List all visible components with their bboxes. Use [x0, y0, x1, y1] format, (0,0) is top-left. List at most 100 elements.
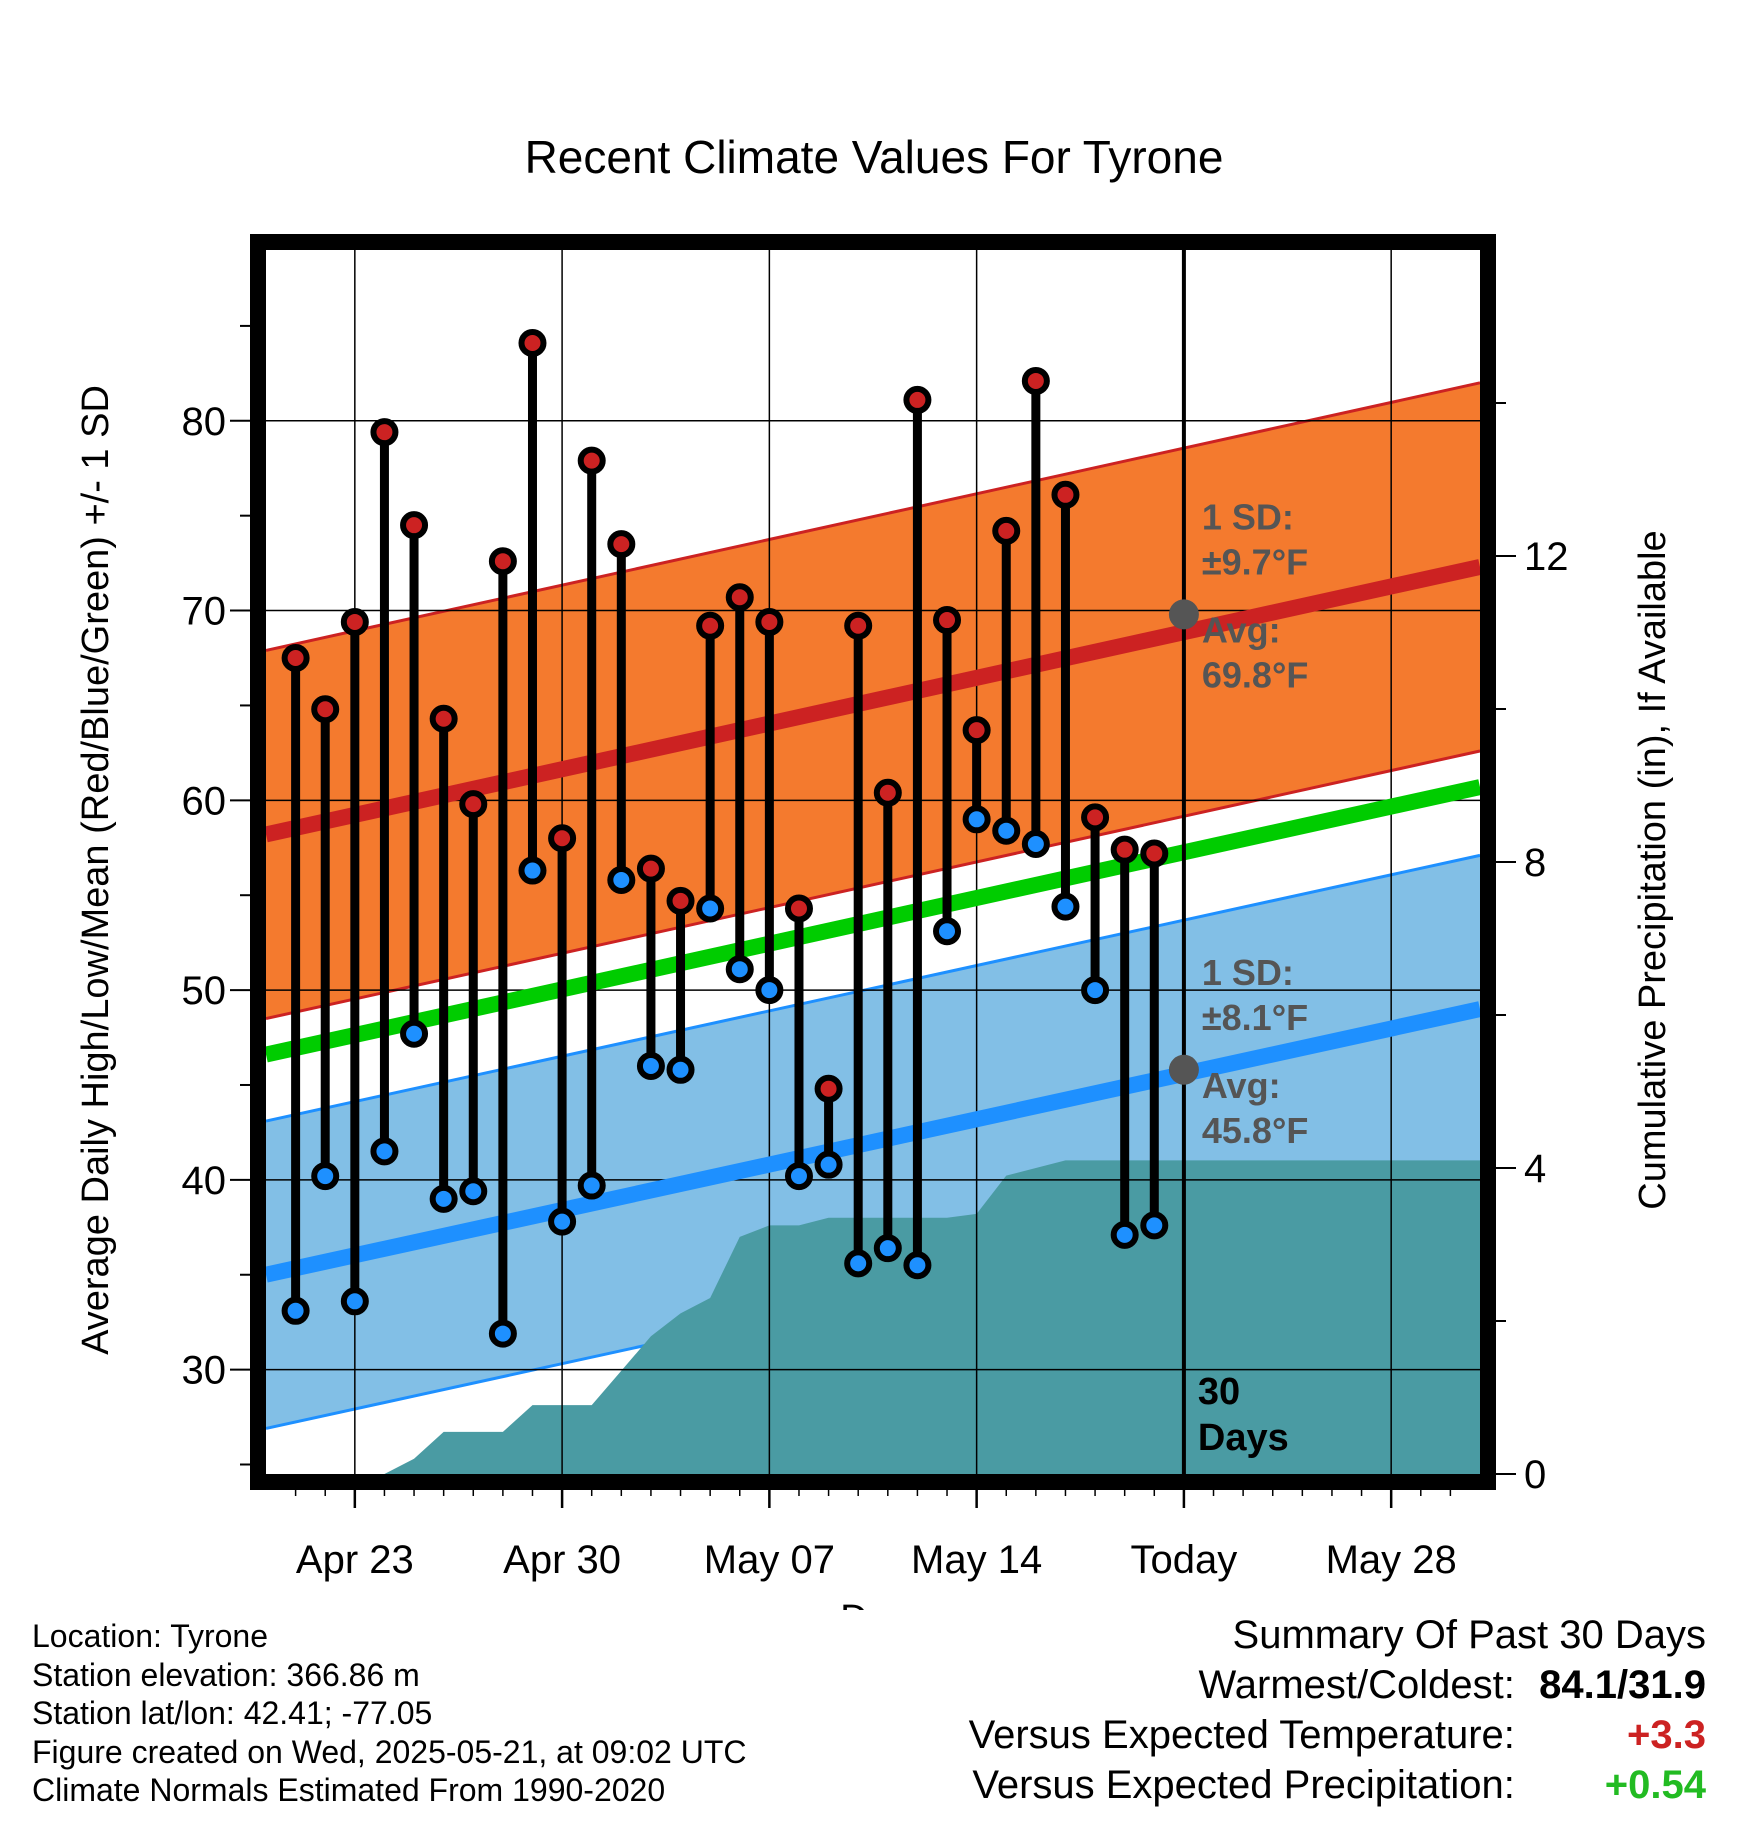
daily-low-point — [548, 1207, 577, 1236]
daily-high-point — [488, 547, 517, 576]
warm-cold-value: 84.1/31.9 — [1539, 1663, 1706, 1707]
daily-low-point — [607, 866, 636, 895]
daily-high-point — [696, 611, 725, 640]
daily-range-stems — [291, 342, 1159, 1334]
high-sd-label: 1 SD: — [1202, 496, 1294, 537]
daily-high-point — [636, 854, 665, 883]
daily-low-point — [933, 917, 962, 946]
low-avg-value: 45.8°F — [1202, 1110, 1308, 1151]
daily-high-point — [873, 778, 902, 807]
daily-high-point — [903, 385, 932, 414]
daily-low-point — [577, 1171, 606, 1200]
x-tick-label: May 14 — [911, 1538, 1042, 1582]
daily-high-point — [400, 511, 429, 540]
chart-title: Recent Climate Values For Tyrone — [525, 131, 1224, 183]
y-axis-label: Average Daily High/Low/Mean (Red/Blue/Gr… — [75, 385, 117, 1355]
daily-high-point — [725, 583, 754, 612]
normal-mean-line — [264, 779, 1482, 1063]
daily-high-point — [548, 824, 577, 853]
daily-high-point — [1110, 835, 1139, 864]
daily-high-point — [370, 418, 399, 447]
summary-temp: Versus Expected Temperature: +3.3 — [969, 1710, 1706, 1760]
elevation-text: Station elevation: 366.86 m — [32, 1656, 420, 1693]
x-tick-label: Today — [1131, 1538, 1238, 1582]
summary-precip: Versus Expected Precipitation: +0.54 — [969, 1760, 1706, 1810]
high-avg-marker — [1168, 599, 1199, 630]
low-sd-value: ±8.1°F — [1202, 997, 1308, 1038]
y2-tick-label: 12 — [1524, 535, 1569, 579]
high-sd-value: ±9.7°F — [1202, 541, 1308, 582]
plot-frame — [250, 234, 1496, 1490]
daily-high-point — [933, 606, 962, 635]
daily-low-point — [992, 816, 1021, 845]
station-info: Location: Tyrone Station elevation: 366.… — [32, 1617, 746, 1810]
daily-low-point — [311, 1162, 340, 1191]
summary-warm-cold: Warmest/Coldest: 84.1/31.9 — [969, 1660, 1707, 1710]
summary-panel: Summary Of Past 30 Days Warmest/Coldest:… — [969, 1610, 1706, 1810]
daily-high-point — [459, 790, 488, 819]
daily-low-point — [1140, 1211, 1169, 1240]
low-avg-marker — [1168, 1054, 1199, 1085]
daily-low-point — [755, 976, 784, 1005]
y-tick-label: 30 — [182, 1349, 227, 1393]
daily-low-point — [636, 1052, 665, 1080]
today-label-days-word: Days — [1198, 1417, 1289, 1459]
low-sd-band-upper-edge — [265, 853, 1481, 1123]
normal-high-line — [264, 559, 1482, 843]
summary-heading: Summary Of Past 30 Days — [1232, 1613, 1706, 1657]
daily-high-point — [1140, 839, 1169, 868]
daily-high-point — [311, 695, 340, 724]
daily-high-point — [1051, 480, 1080, 509]
daily-low-point — [1051, 892, 1080, 921]
y2-axis-label: Cumulative Precipitation (in), If Availa… — [1632, 530, 1674, 1209]
y-tick-label: 50 — [182, 969, 227, 1013]
daily-high-point — [577, 446, 606, 475]
high-sd-band-lower-edge — [265, 749, 1481, 1021]
daily-low-point — [1081, 976, 1110, 1005]
daily-high-point — [755, 607, 784, 636]
daily-low-point — [429, 1184, 458, 1213]
low-sd-label: 1 SD: — [1202, 952, 1294, 993]
high-avg-label: Avg: — [1202, 609, 1281, 650]
x-tick-label: Apr 30 — [503, 1538, 621, 1582]
temp-value: +3.3 — [1627, 1713, 1706, 1757]
daily-low-point — [340, 1287, 369, 1316]
daily-low-point — [903, 1251, 932, 1280]
low-avg-label: Avg: — [1202, 1065, 1281, 1106]
x-tick-label: Apr 23 — [296, 1538, 414, 1582]
climate-chart: Recent Climate Values For Tyrone 30Days … — [75, 131, 1674, 1610]
daily-high-point — [429, 704, 458, 733]
daily-low-point — [814, 1150, 843, 1179]
daily-high-point — [992, 516, 1021, 545]
x-tick-label: May 07 — [704, 1538, 835, 1582]
y-tick-label: 80 — [182, 400, 227, 444]
y2-tick-label: 0 — [1524, 1453, 1546, 1497]
daily-low-point — [844, 1249, 873, 1278]
normals-text: Climate Normals Estimated From 1990-2020 — [32, 1772, 666, 1808]
daily-low-point — [488, 1319, 517, 1348]
y-tick-label: 70 — [182, 590, 227, 634]
daily-low-point — [873, 1234, 902, 1263]
daily-low-point — [400, 1019, 429, 1048]
daily-high-point — [518, 328, 547, 357]
daily-high-point — [607, 530, 636, 559]
location-text: Location: Tyrone — [32, 1618, 269, 1654]
daily-low-point — [666, 1055, 695, 1084]
today-label-days-count: 30 — [1198, 1371, 1240, 1413]
daily-high-point — [844, 611, 873, 640]
high-sd-band-upper-edge — [265, 381, 1481, 652]
precip-value: +0.54 — [1604, 1763, 1706, 1807]
precip-label: Versus Expected Precipitation: — [972, 1763, 1515, 1807]
y2-tick-label: 4 — [1524, 1147, 1546, 1191]
daily-low-point — [281, 1296, 310, 1325]
daily-low-point — [370, 1137, 399, 1166]
daily-high-point — [784, 894, 813, 923]
daily-low-point — [784, 1162, 813, 1191]
daily-low-point — [725, 955, 754, 984]
daily-high-point — [1021, 366, 1050, 395]
warm-cold-label: Warmest/Coldest: — [1198, 1663, 1515, 1707]
temp-label: Versus Expected Temperature: — [968, 1713, 1515, 1757]
daily-low-point — [459, 1177, 488, 1206]
